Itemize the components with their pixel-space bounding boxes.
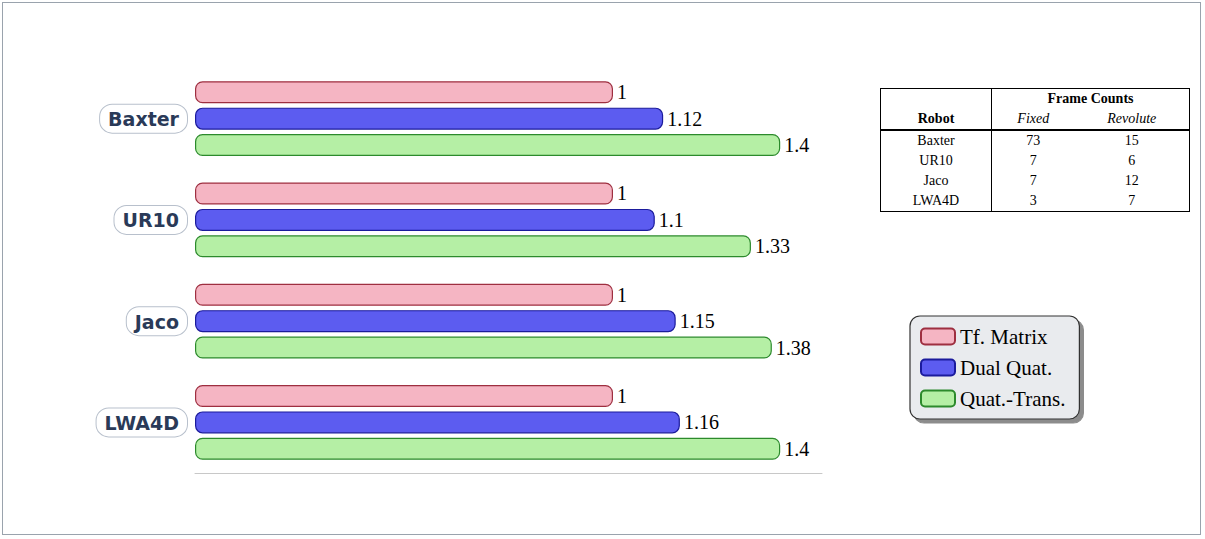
svg-text:Quat.-Trans.: Quat.-Trans.	[960, 387, 1065, 411]
svg-text:1: 1	[617, 81, 627, 103]
svg-text:1.33: 1.33	[755, 235, 790, 257]
html-text:Jaco: Jaco	[923, 173, 949, 188]
html-text:LWA4D: LWA4D	[912, 193, 960, 208]
html-text:15: 15	[1124, 133, 1139, 148]
svg-text:1.12: 1.12	[667, 108, 702, 130]
html-text:73: 73	[1026, 133, 1041, 148]
svg-text:Dual Quat.: Dual Quat.	[960, 356, 1052, 380]
html-text:UR10: UR10	[919, 153, 953, 168]
svg-text:1.1: 1.1	[659, 209, 684, 231]
html-text:7: 7	[1128, 193, 1136, 208]
html-text:7: 7	[1029, 153, 1037, 168]
html-text:6: 6	[1128, 153, 1136, 168]
html-text:Fixed: Fixed	[1017, 111, 1050, 126]
svg-text:UR10: UR10	[123, 209, 180, 231]
svg-text:1: 1	[617, 284, 627, 306]
svg-text:1.4: 1.4	[784, 134, 809, 156]
html-text:12: 12	[1124, 173, 1139, 188]
html-text:3: 3	[1029, 193, 1037, 208]
svg-text:1: 1	[617, 385, 627, 407]
svg-text:1.15: 1.15	[680, 310, 715, 332]
html-text:Baxter: Baxter	[917, 133, 955, 148]
html-text:Frame Counts: Frame Counts	[1047, 91, 1134, 106]
svg-text:1.38: 1.38	[776, 337, 811, 359]
html-text:Revolute: Revolute	[1107, 111, 1157, 126]
svg-text:Baxter: Baxter	[108, 108, 180, 130]
html-text:Robot: Robot	[917, 111, 955, 126]
svg-text:1: 1	[617, 182, 627, 204]
svg-text:Jaco: Jaco	[133, 311, 179, 333]
svg-text:1.4: 1.4	[784, 438, 809, 460]
svg-text:1.16: 1.16	[684, 411, 719, 433]
svg-text:LWA4D: LWA4D	[105, 412, 179, 434]
svg-text:Tf. Matrix: Tf. Matrix	[960, 325, 1048, 349]
html-text:7: 7	[1029, 173, 1037, 188]
